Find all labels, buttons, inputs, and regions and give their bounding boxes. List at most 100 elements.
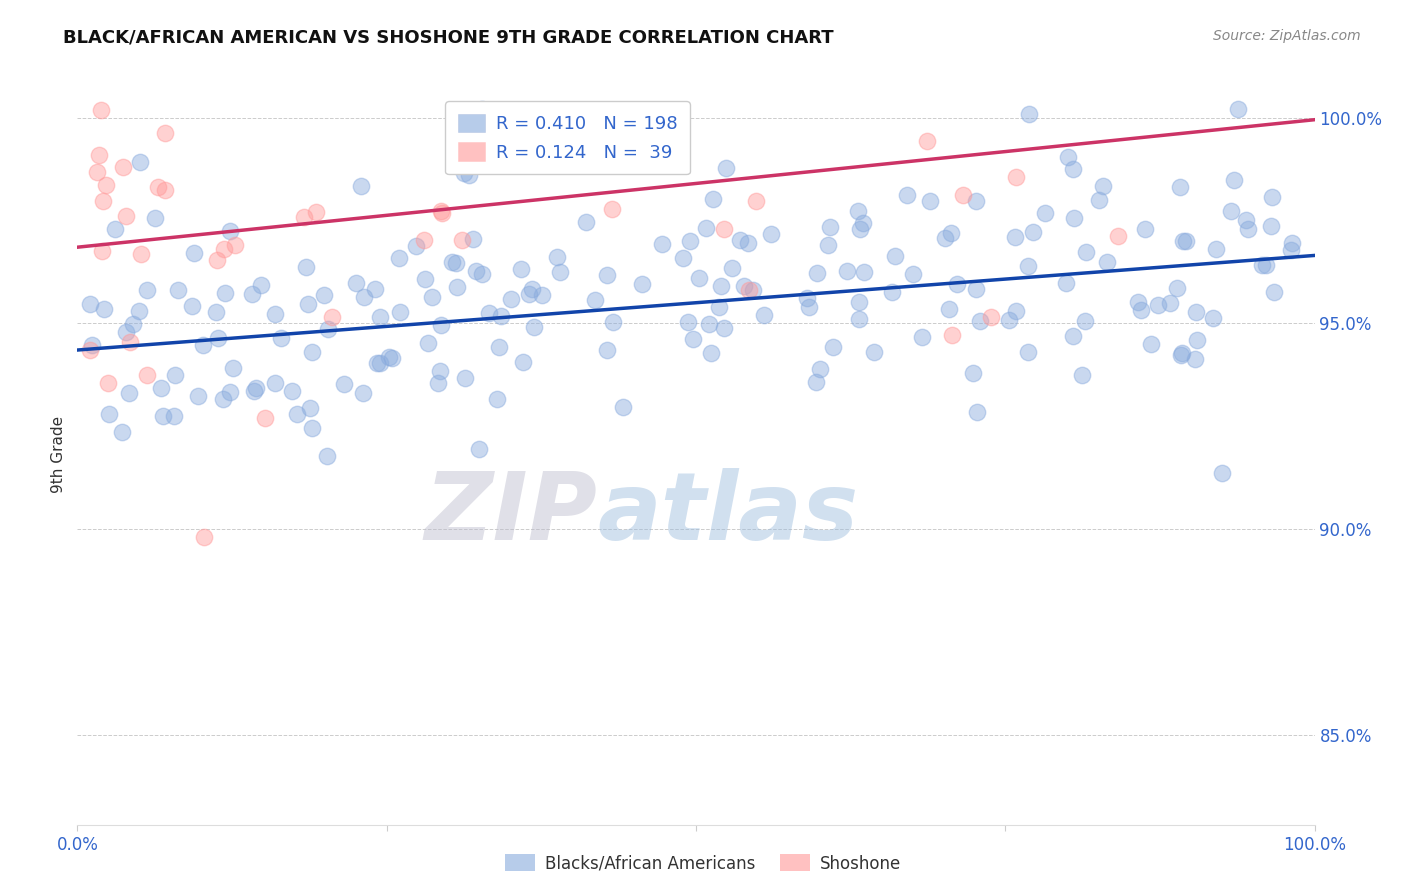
Point (471, 267, 494, 281)
Point (1281, 235, 1303, 250)
Point (737, 283, 759, 297)
Point (112, 160, 135, 174)
Point (454, 371, 477, 385)
Point (153, 183, 176, 197)
Point (695, 221, 717, 235)
Point (501, 292, 523, 306)
Point (413, 272, 436, 286)
Point (716, 161, 738, 175)
Point (350, 178, 373, 193)
Point (1107, 229, 1129, 244)
Point (122, 318, 145, 332)
Point (352, 386, 374, 401)
Point (1234, 212, 1257, 227)
Point (575, 215, 598, 229)
Point (430, 205, 453, 219)
Point (305, 204, 328, 219)
Point (821, 340, 844, 354)
Point (446, 280, 468, 294)
Point (224, 237, 246, 252)
Point (509, 262, 531, 277)
Point (378, 351, 401, 365)
Point (1057, 150, 1080, 164)
Point (1004, 230, 1026, 244)
Point (87, 148, 110, 162)
Point (911, 329, 934, 343)
Point (1166, 280, 1188, 294)
Point (204, 305, 226, 319)
Point (583, 293, 606, 307)
Point (848, 294, 870, 309)
Point (742, 283, 765, 297)
Point (1054, 277, 1077, 291)
Point (1062, 329, 1084, 343)
Point (1202, 311, 1225, 326)
Point (1260, 190, 1282, 204)
Point (301, 420, 323, 434)
Point (187, 389, 209, 403)
Point (205, 253, 228, 268)
Point (1251, 258, 1274, 272)
Point (1175, 234, 1198, 248)
Point (1018, 107, 1040, 121)
Point (818, 219, 841, 234)
Point (1219, 204, 1241, 219)
Point (848, 312, 870, 326)
Point (884, 249, 907, 263)
Text: Source: ZipAtlas.com: Source: ZipAtlas.com (1213, 29, 1361, 43)
Point (90, 103, 112, 117)
Legend: R = 0.410   N = 198, R = 0.124   N =  39: R = 0.410 N = 198, R = 0.124 N = 39 (446, 101, 690, 174)
Point (548, 264, 571, 278)
Point (1256, 259, 1278, 273)
Point (602, 315, 624, 329)
Point (118, 386, 141, 401)
Point (952, 187, 974, 202)
Point (1223, 173, 1246, 187)
Point (1263, 285, 1285, 299)
Point (759, 227, 782, 241)
Point (523, 320, 546, 334)
Point (91, 194, 114, 208)
Point (128, 304, 150, 318)
Point (1185, 305, 1208, 319)
Point (612, 400, 634, 414)
Point (721, 260, 744, 275)
Point (962, 366, 984, 380)
Point (596, 343, 619, 358)
Point (737, 235, 759, 250)
Point (453, 166, 475, 180)
Point (939, 226, 962, 240)
Point (1205, 243, 1227, 257)
Point (135, 283, 157, 297)
Point (709, 279, 731, 293)
Point (166, 283, 188, 297)
Point (862, 344, 884, 359)
Point (93, 301, 115, 316)
Legend: Blacks/African Americans, Shoshone: Blacks/African Americans, Shoshone (498, 847, 908, 880)
Point (471, 103, 494, 117)
Point (240, 286, 263, 301)
Point (389, 305, 412, 319)
Point (366, 356, 388, 370)
Point (211, 392, 233, 407)
Point (702, 192, 724, 206)
Point (104, 221, 127, 235)
Point (682, 332, 704, 346)
Point (152, 409, 174, 423)
Point (450, 234, 472, 248)
Point (429, 364, 451, 378)
Point (180, 300, 202, 314)
Point (146, 180, 169, 194)
Point (1092, 178, 1115, 193)
Point (1095, 255, 1118, 269)
Point (804, 375, 827, 389)
Point (312, 288, 335, 302)
Point (465, 264, 488, 278)
Point (118, 334, 141, 349)
Point (298, 401, 321, 416)
Point (250, 277, 273, 292)
Point (679, 235, 702, 249)
Point (129, 246, 152, 260)
Point (1171, 345, 1194, 359)
Point (163, 409, 186, 423)
